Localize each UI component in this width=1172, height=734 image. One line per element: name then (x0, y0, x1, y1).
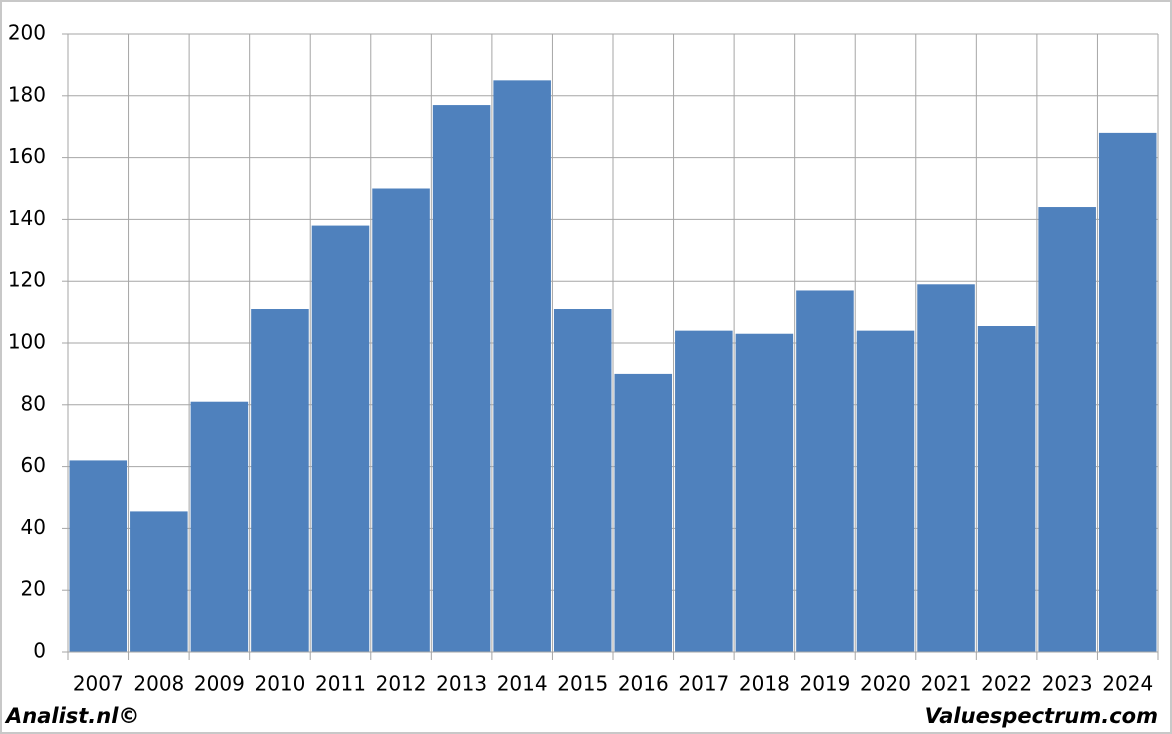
y-tick-label: 140 (8, 206, 46, 230)
bar (553, 309, 612, 652)
y-tick-label: 0 (33, 639, 46, 663)
bar (432, 105, 491, 652)
x-tick-label: 2012 (376, 672, 427, 696)
bar (311, 225, 370, 652)
y-tick-label: 200 (8, 21, 46, 45)
y-tick-label: 80 (21, 391, 46, 415)
bar (614, 373, 673, 652)
bar (1038, 207, 1096, 653)
x-tick-label: 2023 (1042, 672, 1093, 696)
y-tick-label: 40 (21, 515, 46, 539)
bar (130, 511, 188, 652)
x-tick-label: 2011 (315, 672, 366, 696)
y-tick-label: 20 (21, 577, 46, 601)
y-tick-label: 180 (8, 82, 46, 106)
bar (735, 333, 794, 652)
y-tick-label: 120 (8, 268, 46, 292)
x-tick-label: 2020 (860, 672, 911, 696)
bar (1098, 132, 1157, 652)
y-tick-label: 100 (8, 330, 46, 354)
x-tick-label: 2021 (921, 672, 972, 696)
x-tick-label: 2017 (678, 672, 729, 696)
x-tick-label: 2022 (981, 672, 1032, 696)
x-tick-label: 2019 (799, 672, 850, 696)
x-tick-label: 2013 (436, 672, 487, 696)
x-tick-label: 2008 (133, 672, 184, 696)
x-tick-label: 2010 (254, 672, 305, 696)
bar (493, 80, 551, 653)
bar (977, 326, 1036, 652)
bar (251, 309, 309, 652)
x-tick-label: 2014 (497, 672, 548, 696)
y-tick-label: 60 (21, 453, 46, 477)
x-tick-label: 2018 (739, 672, 790, 696)
bar (69, 460, 128, 652)
bar (796, 290, 854, 652)
footer-right: Valuespectrum.com (925, 704, 1158, 728)
x-tick-label: 2007 (73, 672, 124, 696)
x-tick-label: 2015 (557, 672, 608, 696)
bar (675, 330, 733, 652)
bar (917, 284, 975, 652)
y-tick-label: 160 (8, 144, 46, 168)
x-tick-label: 2024 (1102, 672, 1153, 696)
x-tick-label: 2009 (194, 672, 245, 696)
bar (190, 401, 249, 652)
footer-left: Analist.nl© (4, 704, 139, 728)
x-tick-label: 2016 (618, 672, 669, 696)
bar (372, 188, 430, 652)
bar (856, 330, 915, 652)
